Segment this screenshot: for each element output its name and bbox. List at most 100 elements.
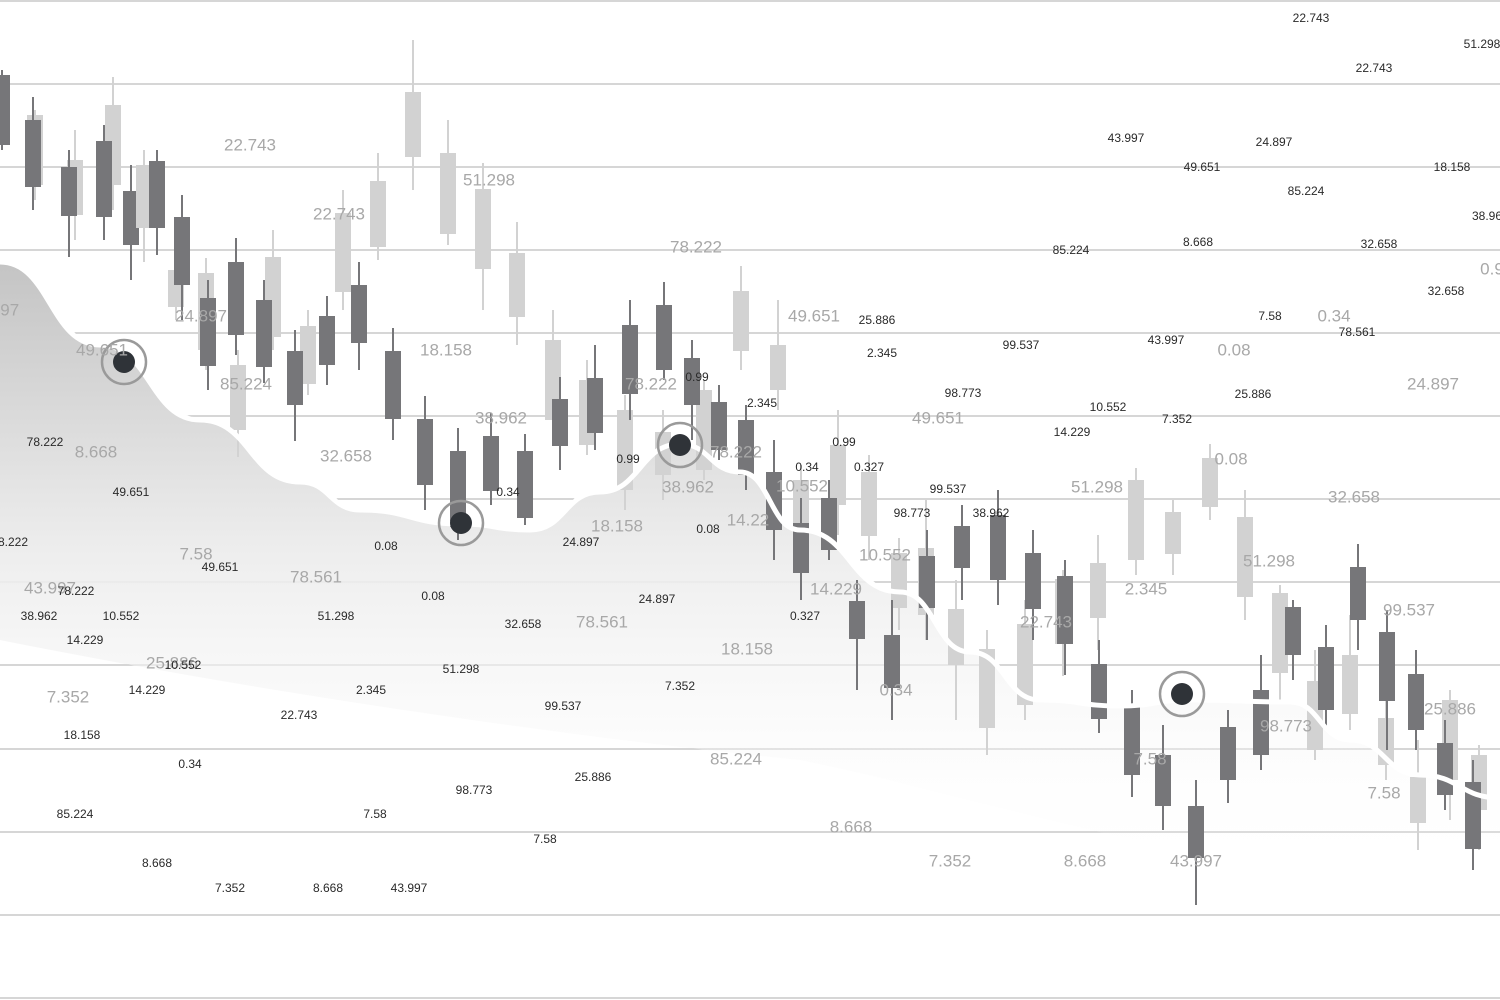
candle-body [587, 378, 603, 433]
label-small: 98.773 [894, 506, 931, 520]
candle-body [1090, 563, 1106, 618]
highlight-points [100, 338, 1206, 718]
candle-body [351, 285, 367, 343]
label-large: 38.962 [662, 477, 714, 496]
label-small: 2.345 [747, 396, 777, 410]
label-small: 78.222 [58, 584, 95, 598]
point-ring [656, 421, 704, 469]
label-small: 25.886 [1235, 387, 1272, 401]
label-small: 78.222 [27, 435, 64, 449]
label-large: 7.352 [47, 687, 90, 706]
label-large: 22.743 [1020, 612, 1072, 631]
candle-body [1437, 743, 1453, 795]
candle-body [1342, 655, 1358, 714]
candle-body [884, 635, 900, 688]
candle-body [335, 213, 351, 292]
candle-body [483, 436, 499, 491]
label-small: 32.658 [1361, 237, 1398, 251]
label-large: 98.773 [1260, 716, 1312, 735]
label-small: 2.345 [867, 346, 897, 360]
point-dot [450, 512, 472, 534]
candle-body [733, 291, 749, 351]
label-small: 25.886 [575, 770, 612, 784]
label-small: 25.886 [859, 313, 896, 327]
candle-body [228, 262, 244, 335]
candle-body [656, 305, 672, 370]
label-small: 0.327 [854, 460, 884, 474]
label-small: 10.552 [1090, 400, 1127, 414]
label-small: 24.897 [639, 592, 676, 606]
label-small: 18.158 [64, 728, 101, 742]
label-small: 0.99 [616, 452, 640, 466]
label-small: 51.298 [1464, 37, 1500, 51]
candle-body [256, 300, 272, 367]
candle-body [1017, 624, 1033, 705]
candle-body [440, 153, 456, 234]
label-large: 0.08 [1214, 449, 1247, 468]
label-large: 51.298 [1071, 477, 1123, 496]
candle-body [123, 191, 139, 245]
label-large: 0.08 [1217, 340, 1250, 359]
label-large: 22.743 [224, 135, 276, 154]
candle-body [990, 515, 1006, 580]
point-dot [113, 351, 135, 373]
label-small: 99.537 [930, 482, 967, 496]
label-large: 25.886 [1424, 699, 1476, 718]
label-large: 24.897 [1407, 374, 1459, 393]
label-small: 14.229 [67, 633, 104, 647]
candle-body [1057, 576, 1073, 644]
label-small: 22.743 [281, 708, 318, 722]
label-small: 0.08 [421, 589, 445, 603]
label-large: 78.561 [576, 612, 628, 631]
label-large: 78.222 [710, 442, 762, 461]
label-small: 22.743 [1293, 11, 1330, 25]
candle-body [230, 365, 246, 430]
label-large: 49.651 [788, 306, 840, 325]
candle-body [1124, 707, 1140, 775]
candle-body [25, 120, 41, 187]
candle-body [849, 601, 865, 639]
label-large: 38.962 [475, 408, 527, 427]
candle-body [979, 649, 995, 728]
candle-body [1253, 690, 1269, 755]
candle-body [1202, 458, 1218, 507]
label-small: 8.668 [142, 856, 172, 870]
candle-body [174, 217, 190, 285]
candle-body [136, 165, 152, 228]
label-large: 8.668 [1064, 851, 1107, 870]
label-small: 0.08 [374, 539, 398, 553]
candle-body [1350, 567, 1366, 620]
candle-body [1379, 632, 1395, 701]
candle-body [919, 556, 935, 608]
candle-body [622, 325, 638, 394]
label-small: 0.327 [790, 609, 820, 623]
candle-body [1272, 593, 1288, 673]
label-small: 43.997 [391, 881, 428, 895]
label-small: 99.537 [1003, 338, 1040, 352]
label-small: 38.962 [973, 506, 1010, 520]
candle-body [1188, 806, 1204, 858]
point-ring [1158, 670, 1206, 718]
label-small: 99.537 [545, 699, 582, 713]
candle-body [96, 141, 112, 217]
label-small: 8.668 [1183, 235, 1213, 249]
candle-body [475, 189, 491, 269]
label-large: 8.668 [75, 442, 118, 461]
label-small: 14.229 [129, 683, 166, 697]
candle-body [1025, 553, 1041, 609]
candle-body [1408, 674, 1424, 730]
label-large: 78.222 [625, 374, 677, 393]
candle-body [1155, 755, 1171, 806]
label-large: 0.34 [879, 680, 912, 699]
label-large: 0.34 [1317, 306, 1350, 325]
label-large: 85.224 [710, 749, 762, 768]
label-small: 2.345 [356, 683, 386, 697]
label-small: 78.561 [1339, 325, 1376, 339]
candles [0, 40, 1487, 905]
candle-body [830, 445, 846, 505]
label-small: 7.58 [1258, 309, 1282, 323]
label-large: 14.229 [810, 579, 862, 598]
label-large: 14.22 [727, 510, 770, 529]
